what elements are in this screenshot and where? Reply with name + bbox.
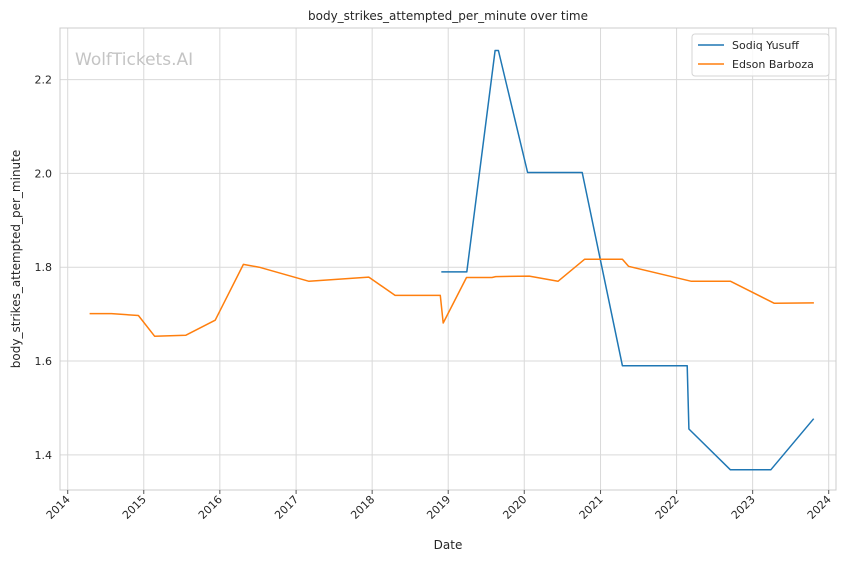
legend-label-sodiq-yusuff: Sodiq Yusuff xyxy=(732,39,799,52)
series-line-edson-barboza xyxy=(89,258,814,337)
x-axis-label: Date xyxy=(434,538,463,552)
y-tick-label-1.4: 1.4 xyxy=(35,449,53,462)
grid xyxy=(60,28,836,490)
y-tick-label-1.6: 1.6 xyxy=(35,355,53,368)
watermark-text: WolfTickets.AI xyxy=(75,50,193,70)
y-axis-label: body_strikes_attempted_per_minute xyxy=(9,150,23,368)
y-tick-label-2.2: 2.2 xyxy=(35,74,53,87)
y-tick-label-1.8: 1.8 xyxy=(35,261,53,274)
y-tick-label-2.0: 2.0 xyxy=(35,167,53,180)
series-line-sodiq-yusuff xyxy=(441,49,815,471)
legend-box xyxy=(691,33,830,77)
y-axis-ticks: 1.4 1.6 1.8 2.0 2.2 xyxy=(35,74,53,462)
legend-label-edson-barboza: Edson Barboza xyxy=(732,58,814,71)
legend: Sodiq Yusuff Edson Barboza xyxy=(691,33,830,77)
chart-title: body_strikes_attempted_per_minute over t… xyxy=(308,9,588,23)
series-lines xyxy=(89,49,815,471)
